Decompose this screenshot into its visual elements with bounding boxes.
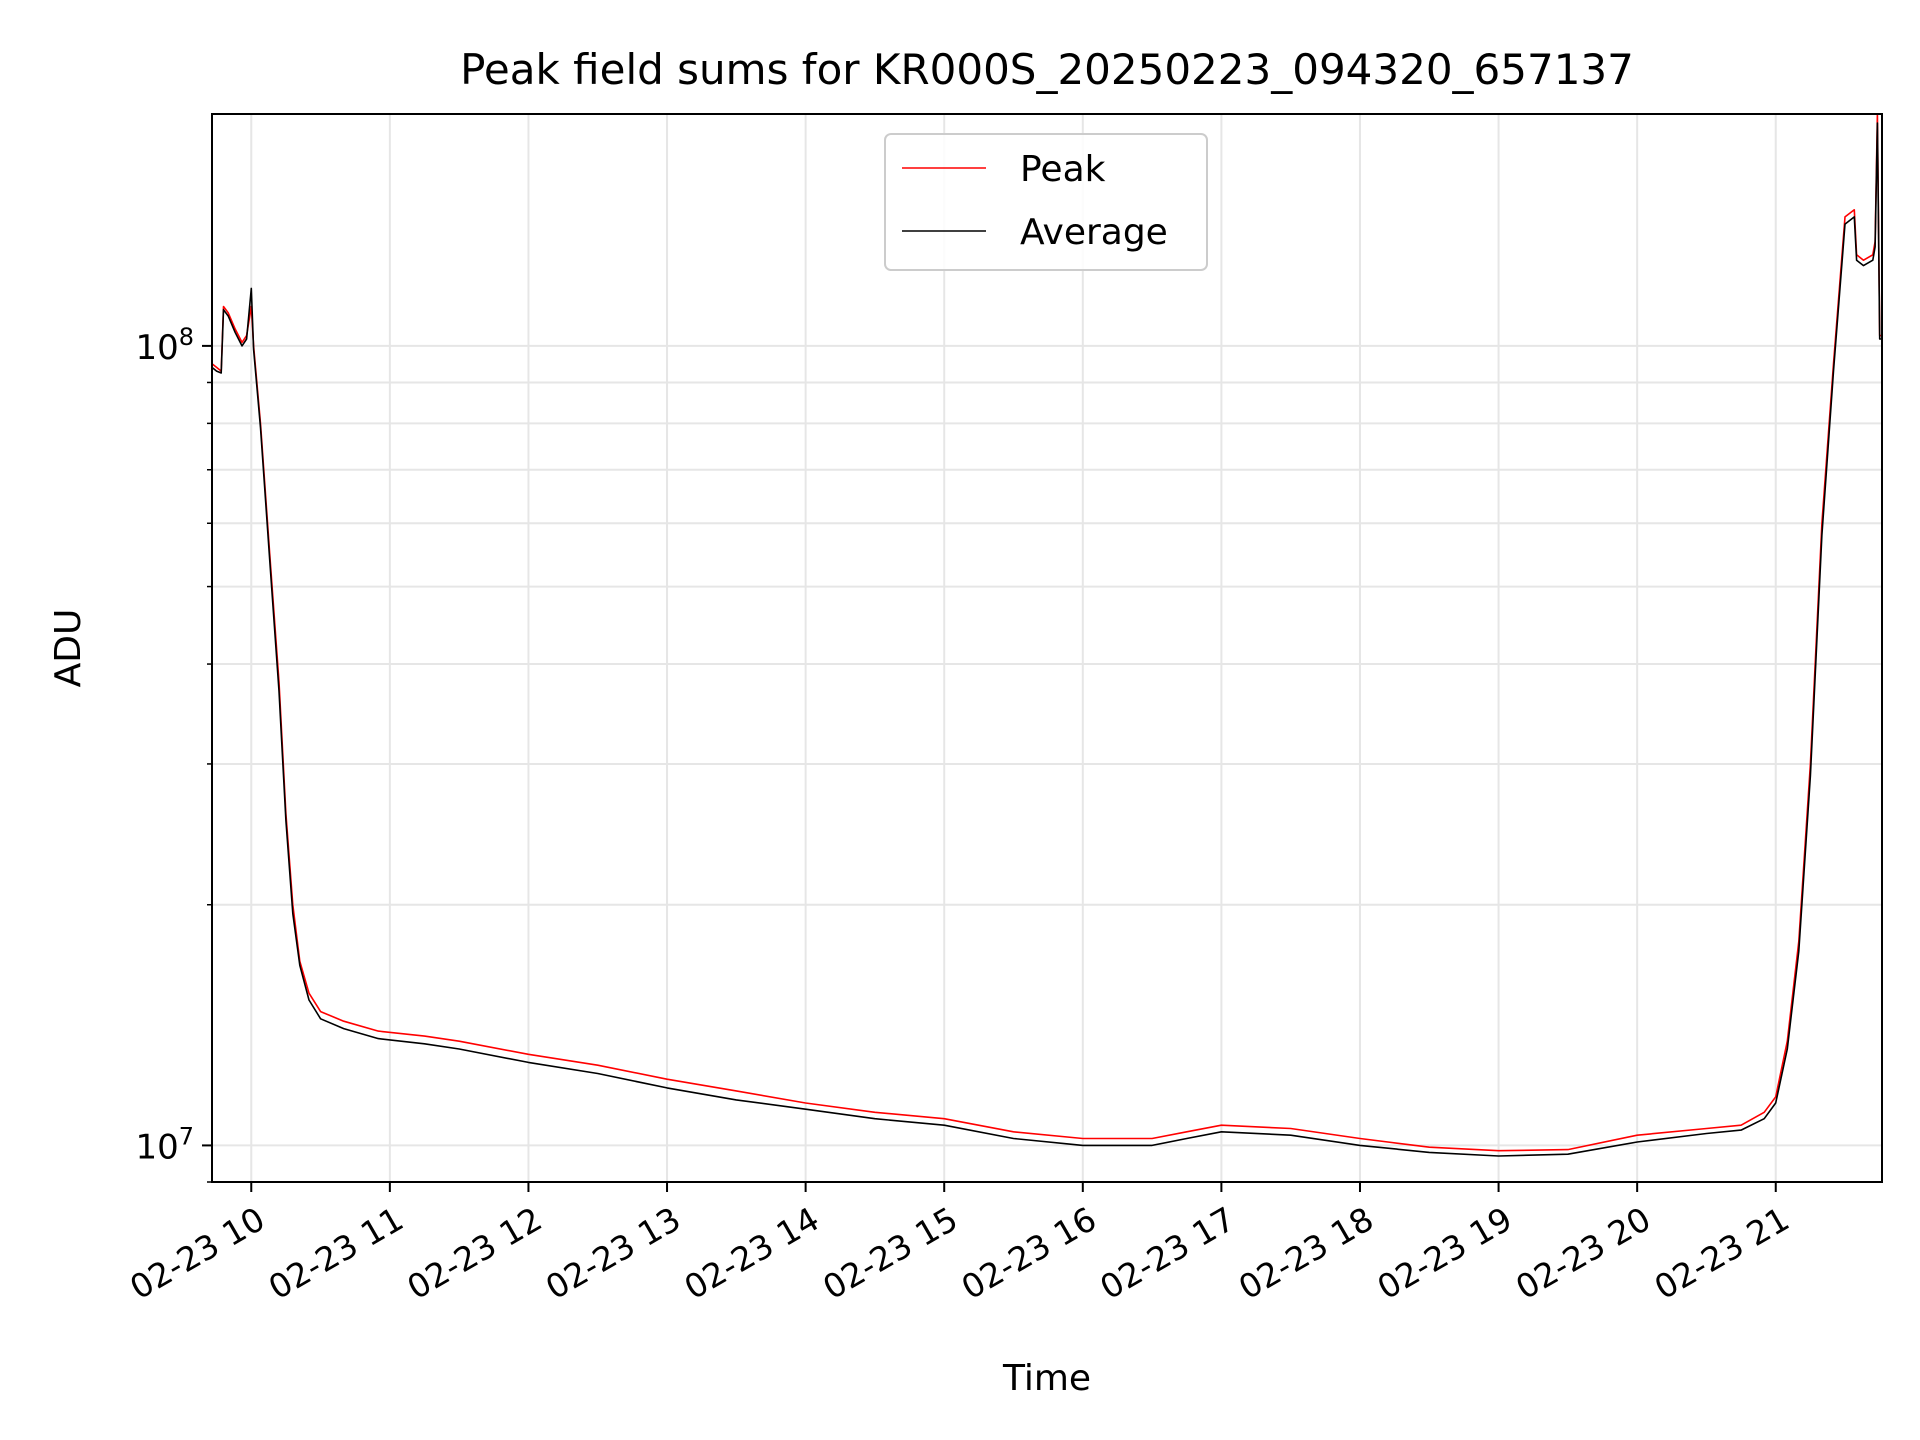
axes-frame [211, 113, 1883, 1183]
plot-area [211, 113, 1882, 1157]
chart-title: Peak field sums for KR000S_20250223_0943… [460, 45, 1634, 94]
legend-label-peak: Peak [1020, 149, 1106, 190]
y-tick-label: 108 [135, 323, 194, 368]
legend-label-average: Average [1020, 212, 1168, 253]
legend: Peak Average [884, 133, 1208, 271]
series-line-average [211, 122, 1882, 1157]
y-tick-label: 107 [135, 1122, 194, 1167]
grid [212, 114, 1882, 1183]
y-axis: 107 108 [135, 323, 212, 1183]
y-axis-label: ADU [48, 609, 89, 688]
x-axis-label: Time [1002, 1358, 1091, 1399]
